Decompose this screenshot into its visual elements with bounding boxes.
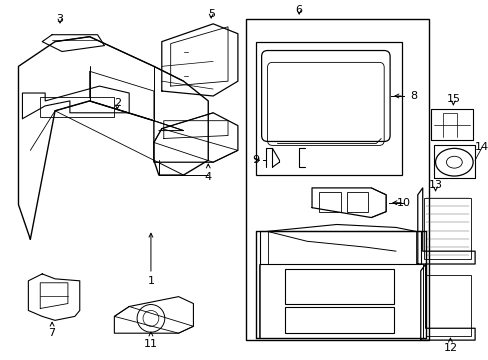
Bar <box>285 269 393 303</box>
Text: 7: 7 <box>48 328 56 338</box>
Text: 8: 8 <box>409 91 417 101</box>
Bar <box>255 42 401 175</box>
Text: 11: 11 <box>143 339 158 349</box>
Bar <box>245 19 428 340</box>
Text: 13: 13 <box>427 180 442 190</box>
Bar <box>40 97 114 117</box>
Bar <box>346 192 367 212</box>
Text: 1: 1 <box>147 276 154 286</box>
Text: 4: 4 <box>204 172 211 182</box>
Text: 10: 10 <box>396 198 410 208</box>
Text: 14: 14 <box>474 143 488 152</box>
Text: 5: 5 <box>207 9 214 19</box>
Text: 3: 3 <box>57 14 63 24</box>
Bar <box>423 198 470 259</box>
Text: 15: 15 <box>446 94 459 104</box>
Bar <box>285 307 393 333</box>
Text: 12: 12 <box>443 343 457 353</box>
Text: 2: 2 <box>114 98 121 108</box>
Text: 9: 9 <box>252 155 259 165</box>
Text: 6: 6 <box>295 5 302 15</box>
Bar <box>425 275 470 336</box>
Bar <box>318 192 340 212</box>
